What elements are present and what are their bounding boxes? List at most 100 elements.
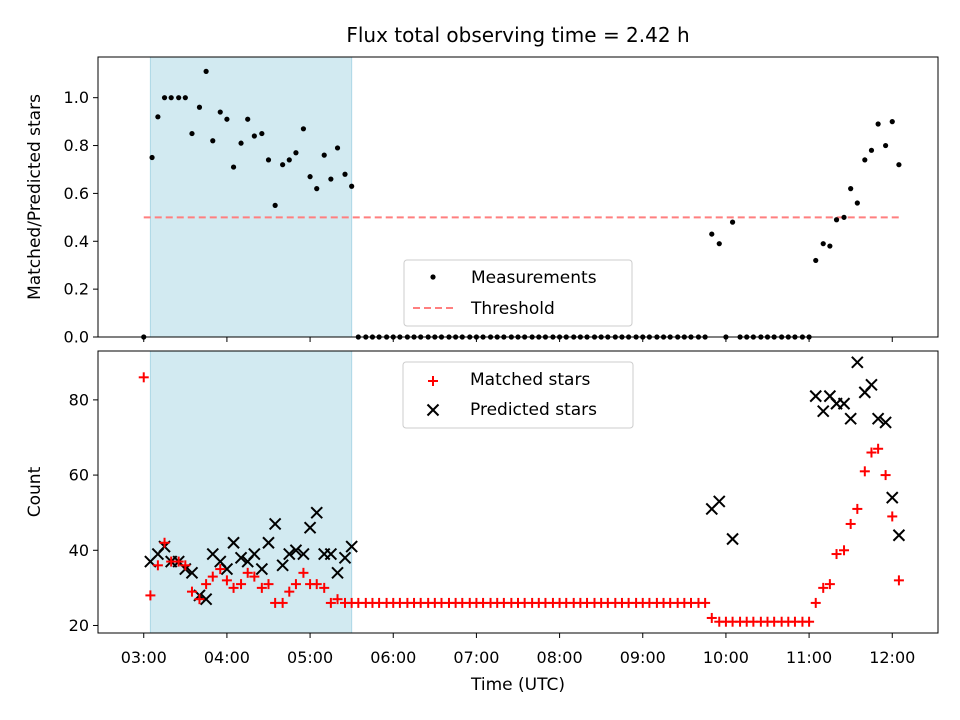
matched-stars-point: [866, 447, 877, 458]
legend-predicted-stars-label: Predicted stars: [470, 400, 597, 420]
predicted-stars-point-b: [234, 551, 248, 565]
measurement-point: [314, 186, 320, 192]
predicted-stars-point-b: [220, 562, 234, 576]
matched-stars-point: [263, 579, 274, 590]
matched-stars-point: [319, 582, 330, 593]
bottom-legend: Matched stars Predicted stars: [402, 361, 634, 429]
bottom-y-tick-label: 40: [69, 541, 89, 560]
measurement-point: [286, 157, 292, 163]
predicted-stars-point-b: [844, 412, 857, 425]
predicted-stars-point-b: [185, 566, 199, 580]
bottom-y-tick-label: 60: [69, 466, 89, 485]
matched-stars-point: [180, 560, 191, 571]
matched-stars-point: [242, 567, 253, 578]
predicted-stars-point-b: [837, 397, 851, 410]
measurement-point: [238, 140, 244, 146]
predicted-stars-point: [268, 517, 282, 531]
x-tick-label: 04:00: [204, 648, 250, 667]
predicted-stars-point: [276, 559, 289, 572]
bottom-panel-star-counts: 20 40 60 80 03:00 04:00 05:00 06:00 07:00 08:00 0…: [25, 350, 939, 695]
predicted-stars-point-b: [324, 547, 338, 561]
top-legend-box: [403, 259, 633, 327]
predicted-stars-point-b: [823, 389, 837, 403]
measurement-point: [300, 126, 307, 132]
predicted-stars-point-b: [726, 532, 739, 546]
predicted-stars-point: [886, 491, 899, 504]
x-tick-label: 07:00: [453, 648, 499, 667]
predicted-stars-point-b: [248, 547, 261, 561]
bottom-y-tick-label: 80: [69, 390, 89, 409]
matched-stars-point: [824, 579, 835, 590]
predicted-stars-point-b: [817, 404, 830, 418]
measurement-point: [259, 130, 265, 137]
measurement-point: [841, 214, 847, 220]
measurement-point: [848, 186, 854, 192]
measurement-point: [334, 145, 341, 151]
measurement-point: [293, 150, 299, 156]
measurement-point: [349, 183, 355, 189]
x-tick-label: 11:00: [786, 648, 832, 667]
x-tick-label: 12:00: [869, 648, 915, 667]
predicted-stars-point: [234, 551, 248, 565]
matched-stars-point: [325, 597, 336, 608]
matched-stars-point: [706, 612, 717, 623]
predicted-stars-point: [338, 551, 352, 565]
measurement-point: [827, 243, 833, 249]
measurement-point: [889, 119, 895, 125]
predicted-stars-point-b: [310, 506, 323, 519]
top-shaded-interval: [149, 56, 353, 338]
measurement-point: [868, 147, 875, 153]
measurement-point: [161, 95, 168, 101]
bottom-panel-frame: [97, 350, 939, 634]
matched-stars-point: [852, 503, 863, 514]
predicted-stars-point: [837, 397, 851, 410]
matched-stars-point: [186, 586, 197, 597]
matched-stars-point: [311, 579, 322, 590]
matched-stars-point: [173, 556, 184, 567]
matched-stars-point: [228, 582, 239, 593]
predicted-stars-point: [199, 592, 213, 606]
legend-threshold-label: Threshold: [470, 299, 555, 319]
measurement-point: [155, 114, 161, 120]
measurement-point: [854, 200, 860, 206]
measurement-point: [245, 116, 251, 122]
matched-stars-point: [236, 579, 247, 590]
matched-stars-point: [221, 575, 232, 586]
measurement-point: [709, 231, 715, 237]
predicted-stars-point: [297, 547, 310, 561]
measurement-point: [896, 162, 902, 168]
predicted-stars-point: [726, 532, 739, 546]
predicted-stars-point-b: [276, 559, 289, 572]
matched-stars-point: [298, 567, 309, 578]
measurement-point: [251, 133, 257, 139]
measurement-point: [182, 95, 188, 101]
matched-stars-point: [839, 545, 850, 556]
predicted-stars-point: [713, 495, 726, 508]
measurement-point: [272, 202, 278, 208]
predicted-stars-point-b: [283, 547, 296, 561]
legend-predicted-stars-marker: [426, 403, 440, 417]
bottom-legend-box: [402, 361, 634, 429]
legend-measurements-label: Measurements: [471, 268, 597, 288]
top-panel-matched-predicted-ratio: 0.0 0.2 0.4 0.6 0.8 1.0 Matched/Predicted sta…: [25, 56, 939, 347]
legend-matched-stars-marker: [428, 376, 438, 386]
predicted-stars-point-b: [227, 536, 240, 549]
predicted-stars-point-b: [892, 529, 906, 542]
predicted-stars-point-b: [345, 540, 358, 553]
predicted-stars-point-b: [886, 491, 899, 504]
predicted-stars-point-b: [338, 551, 352, 565]
measurement-point: [217, 109, 223, 115]
matched-stars-point: [887, 511, 898, 522]
predicted-stars-point: [345, 540, 358, 553]
top-y-tick-label: 0.4: [64, 232, 89, 251]
measurement-point: [168, 95, 174, 101]
chart-title: Flux total observing time = 2.42 h: [346, 23, 689, 47]
top-y-tick-label: 0.8: [64, 136, 89, 155]
measurement-point: [149, 154, 155, 161]
matched-stars-point: [893, 575, 904, 586]
measurement-point: [820, 241, 826, 247]
x-tick-label: 03:00: [121, 648, 167, 667]
matched-stars-point: [249, 571, 260, 582]
